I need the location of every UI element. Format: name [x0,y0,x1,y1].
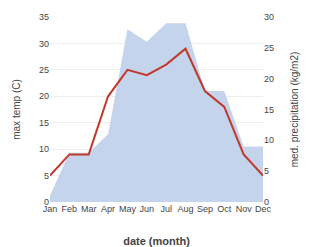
svg-text:35: 35 [39,12,49,22]
svg-text:Dec: Dec [255,204,272,214]
svg-text:Apr: Apr [101,204,115,214]
svg-text:Feb: Feb [62,204,78,214]
svg-text:med. precipitation (kg/m2): med. precipitation (kg/m2) [289,52,300,168]
svg-text:15: 15 [264,105,274,115]
svg-text:Oct: Oct [217,204,232,214]
svg-text:max temp (C): max temp (C) [11,79,22,140]
svg-text:Nov: Nov [236,204,253,214]
svg-text:Aug: Aug [178,204,194,214]
svg-text:10: 10 [264,135,274,145]
svg-text:30: 30 [264,12,274,22]
svg-text:Sep: Sep [197,204,213,214]
svg-text:Jul: Jul [160,204,172,214]
svg-text:Mar: Mar [81,204,97,214]
svg-text:15: 15 [39,118,49,128]
svg-text:5: 5 [264,166,269,176]
svg-text:May: May [119,204,137,214]
svg-text:date (month): date (month) [123,235,190,247]
svg-text:Jun: Jun [140,204,155,214]
svg-text:10: 10 [39,144,49,154]
svg-text:20: 20 [264,74,274,84]
svg-text:25: 25 [264,43,274,53]
svg-text:5: 5 [44,171,49,181]
svg-text:20: 20 [39,91,49,101]
svg-text:25: 25 [39,65,49,75]
svg-text:0: 0 [264,197,269,207]
svg-text:0: 0 [44,197,49,207]
svg-text:30: 30 [39,39,49,49]
svg-text:Jan: Jan [43,204,58,214]
